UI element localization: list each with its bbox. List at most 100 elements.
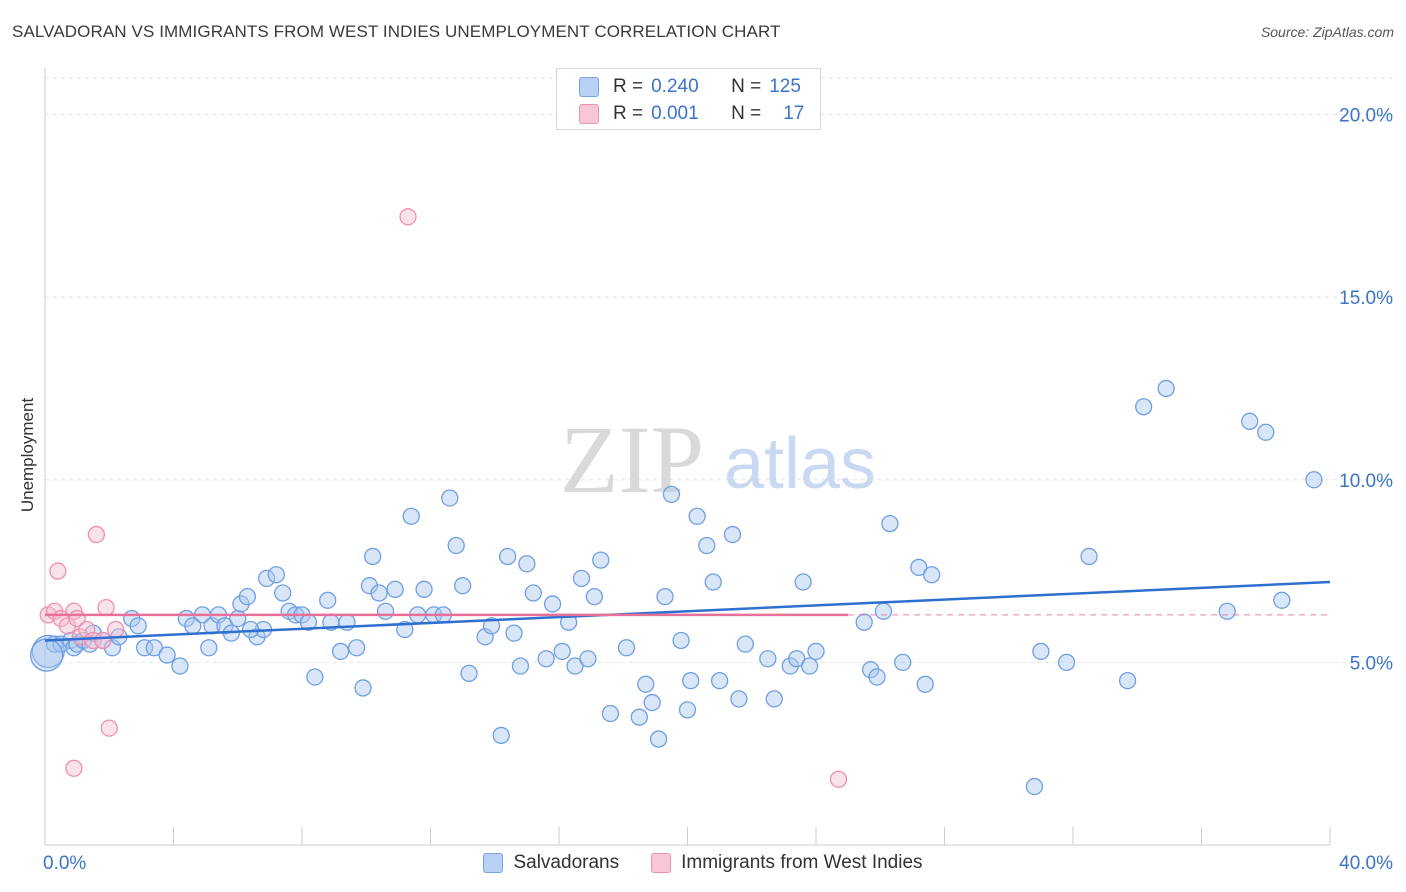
data-point-salvadorans	[1025, 777, 1044, 796]
series-legend: Salvadorans Immigrants from West Indies	[0, 852, 1406, 874]
data-point-salvadorans	[1305, 471, 1323, 489]
data-point-salvadorans	[723, 525, 742, 544]
watermark: ZIP atlas	[560, 406, 876, 513]
data-point-salvadorans	[364, 547, 382, 566]
data-point-salvadorans	[807, 642, 825, 661]
trend-line-salvadorans	[44, 580, 1331, 642]
watermark-zip: ZIP	[560, 406, 704, 513]
data-point-salvadorans	[347, 639, 366, 657]
data-point-salvadorans	[537, 650, 555, 668]
n-label: N =	[731, 76, 762, 97]
data-point-salvadorans	[678, 701, 697, 719]
legend-item-salvadorans: Salvadorans	[483, 852, 619, 874]
data-point-salvadorans	[229, 609, 247, 628]
r-label: R =	[613, 76, 644, 97]
legend-item-west-indies: Immigrants from West Indies	[651, 852, 923, 874]
y-tick-label: 15.0%	[1339, 288, 1393, 309]
data-point-salvadorans	[158, 646, 176, 664]
data-point-salvadorans	[698, 536, 716, 555]
data-point-west-indies	[94, 631, 112, 650]
r-value: 0.001	[651, 103, 699, 124]
data-point-salvadorans	[800, 657, 819, 675]
data-point-salvadorans	[649, 730, 668, 748]
chart-title: SALVADORAN VS IMMIGRANTS FROM WEST INDIE…	[12, 22, 781, 41]
data-point-salvadorans	[1118, 671, 1137, 690]
x-tick-label: 0.0%	[43, 853, 86, 874]
r-label: R =	[613, 103, 644, 124]
data-point-salvadorans	[518, 555, 536, 573]
data-point-salvadorans	[572, 569, 591, 588]
n-value: 17	[783, 103, 805, 124]
data-point-west-indies	[100, 719, 118, 737]
blue-swatch-icon	[579, 77, 599, 97]
data-point-salvadorans	[894, 653, 912, 672]
data-point-salvadorans	[492, 726, 510, 745]
data-point-salvadorans	[135, 639, 154, 657]
data-point-salvadorans	[402, 507, 420, 525]
data-point-salvadorans	[460, 664, 478, 682]
data-point-salvadorans	[1218, 602, 1236, 620]
data-point-salvadorans	[1135, 398, 1153, 416]
data-point-salvadorans	[868, 668, 886, 686]
data-point-salvadorans	[682, 671, 700, 690]
data-point-salvadorans	[923, 566, 941, 584]
data-point-salvadorans	[672, 631, 690, 650]
watermark-atlas: atlas	[724, 424, 876, 504]
data-point-salvadorans	[855, 613, 873, 631]
data-point-salvadorans	[662, 485, 681, 504]
data-point-salvadorans	[370, 584, 388, 602]
data-point-salvadorans	[354, 679, 372, 697]
data-point-salvadorans	[710, 671, 729, 690]
n-value: 125	[769, 76, 801, 97]
data-point-salvadorans	[505, 624, 523, 642]
data-point-salvadorans	[145, 639, 163, 657]
data-point-salvadorans	[788, 650, 806, 668]
data-point-west-indies	[87, 525, 106, 544]
data-point-salvadorans	[566, 657, 584, 675]
data-point-salvadorans	[1080, 547, 1098, 566]
data-point-salvadorans	[601, 704, 620, 723]
data-point-salvadorans	[511, 657, 530, 675]
data-point-salvadorans	[910, 558, 928, 577]
data-point-salvadorans	[656, 587, 674, 606]
data-point-salvadorans	[306, 668, 324, 686]
data-point-salvadorans	[441, 489, 459, 507]
data-point-salvadorans	[543, 595, 562, 613]
data-point-salvadorans	[238, 587, 257, 606]
data-point-west-indies	[65, 759, 83, 777]
data-point-salvadorans	[688, 507, 706, 525]
data-point-salvadorans	[415, 580, 433, 598]
pink-swatch-icon	[579, 104, 599, 124]
data-point-salvadorans	[274, 584, 292, 602]
x-tick-label: 40.0%	[1339, 853, 1393, 874]
y-axis-label: Unemployment	[18, 397, 37, 513]
data-point-salvadorans	[630, 708, 648, 726]
data-point-salvadorans	[29, 638, 64, 672]
legend-row-salvadorans: R = 0.240 N = 125	[579, 75, 801, 99]
data-point-salvadorans	[482, 617, 501, 635]
data-point-salvadorans	[617, 639, 636, 657]
legend-row-west-indies: R = 0.001 N = 17	[579, 102, 804, 126]
data-point-salvadorans	[637, 675, 655, 693]
data-point-salvadorans	[1032, 642, 1050, 661]
data-point-west-indies	[97, 598, 115, 617]
data-point-salvadorans	[643, 693, 661, 712]
y-tick-label: 5.0%	[1350, 653, 1393, 674]
data-point-salvadorans	[592, 551, 610, 569]
data-point-salvadorans	[874, 602, 893, 620]
data-point-salvadorans	[1257, 423, 1275, 441]
data-point-salvadorans	[1057, 653, 1076, 672]
pink-swatch-icon	[651, 853, 672, 873]
y-tick-label: 10.0%	[1339, 471, 1393, 492]
blue-swatch-icon	[483, 853, 504, 873]
axes	[44, 68, 1331, 846]
data-point-salvadorans	[1241, 412, 1259, 430]
data-point-salvadorans	[730, 690, 748, 708]
trend-lines	[44, 580, 1331, 642]
data-point-salvadorans	[376, 602, 395, 620]
data-point-salvadorans	[1157, 379, 1175, 398]
data-point-salvadorans	[267, 566, 285, 584]
data-point-west-indies	[399, 208, 417, 226]
data-point-salvadorans	[765, 690, 783, 708]
data-point-salvadorans	[585, 587, 603, 606]
